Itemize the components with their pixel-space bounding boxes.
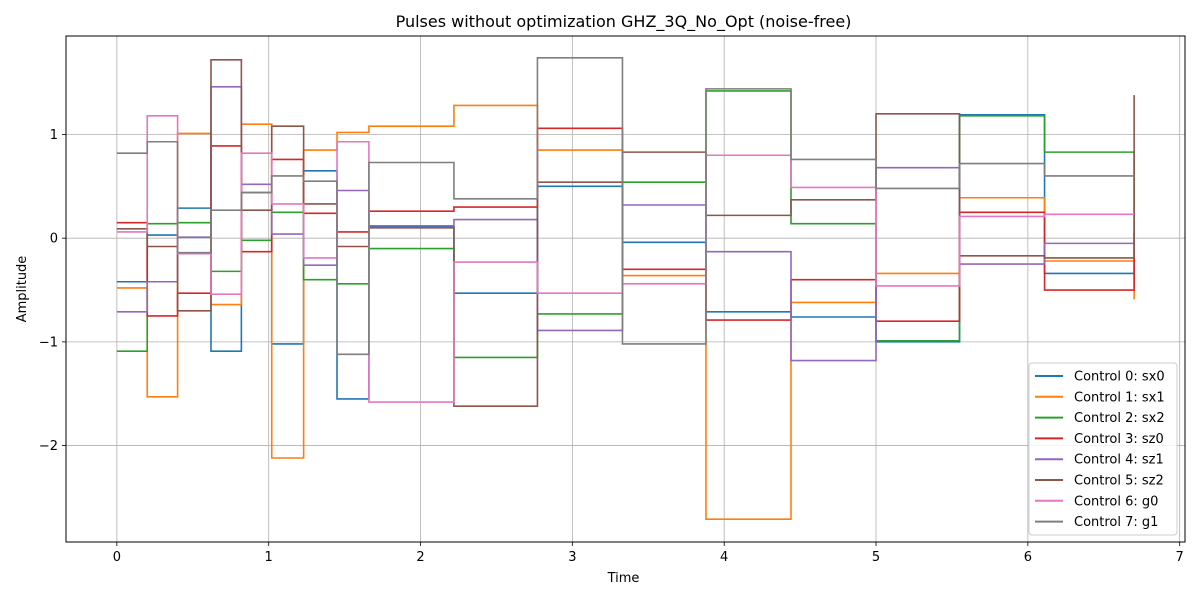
y-tick-label: 1 <box>50 128 58 143</box>
y-tick-label: −2 <box>39 439 58 454</box>
legend-label: Control 2: sx2 <box>1074 411 1165 426</box>
x-tick-label: 7 <box>1176 550 1184 565</box>
legend-label: Control 5: sz2 <box>1074 474 1164 489</box>
y-tick-label: −1 <box>39 335 58 350</box>
x-axis-title: Time <box>607 571 640 586</box>
x-tick-label: 2 <box>416 550 424 565</box>
x-tick-label: 6 <box>1024 550 1032 565</box>
y-tick-label: 0 <box>50 232 58 247</box>
legend-label: Control 6: g0 <box>1074 494 1158 509</box>
legend: Control 0: sx0 Control 1: sx1 Control 2: s… <box>1028 362 1178 536</box>
x-tick-label: 1 <box>265 550 273 565</box>
legend-label: Control 0: sx0 <box>1074 370 1165 385</box>
legend-label: Control 1: sx1 <box>1074 390 1165 405</box>
legend-label: Control 3: sz0 <box>1074 432 1164 447</box>
x-tick-label: 4 <box>720 550 728 565</box>
axis-ticks: 0 1 2 3 4 5 6 7 −2 −1 0 1 <box>39 128 1184 565</box>
legend-box <box>1028 362 1178 536</box>
x-tick-label: 0 <box>113 550 121 565</box>
x-tick-label: 3 <box>568 550 576 565</box>
plot-frame <box>65 35 1186 543</box>
x-tick-label: 5 <box>872 550 880 565</box>
legend-label: Control 4: sz1 <box>1074 453 1164 468</box>
series-line-control-5 <box>116 59 1135 407</box>
legend-label: Control 7: g1 <box>1074 515 1158 530</box>
y-axis-title: Amplitude <box>15 256 30 323</box>
series-line-control-6 <box>116 115 1135 403</box>
series-line-control-7 <box>116 56 1135 356</box>
plot-series <box>116 56 1135 520</box>
chart-title: Pulses without optimization GHZ_3Q_No_Op… <box>396 12 852 32</box>
